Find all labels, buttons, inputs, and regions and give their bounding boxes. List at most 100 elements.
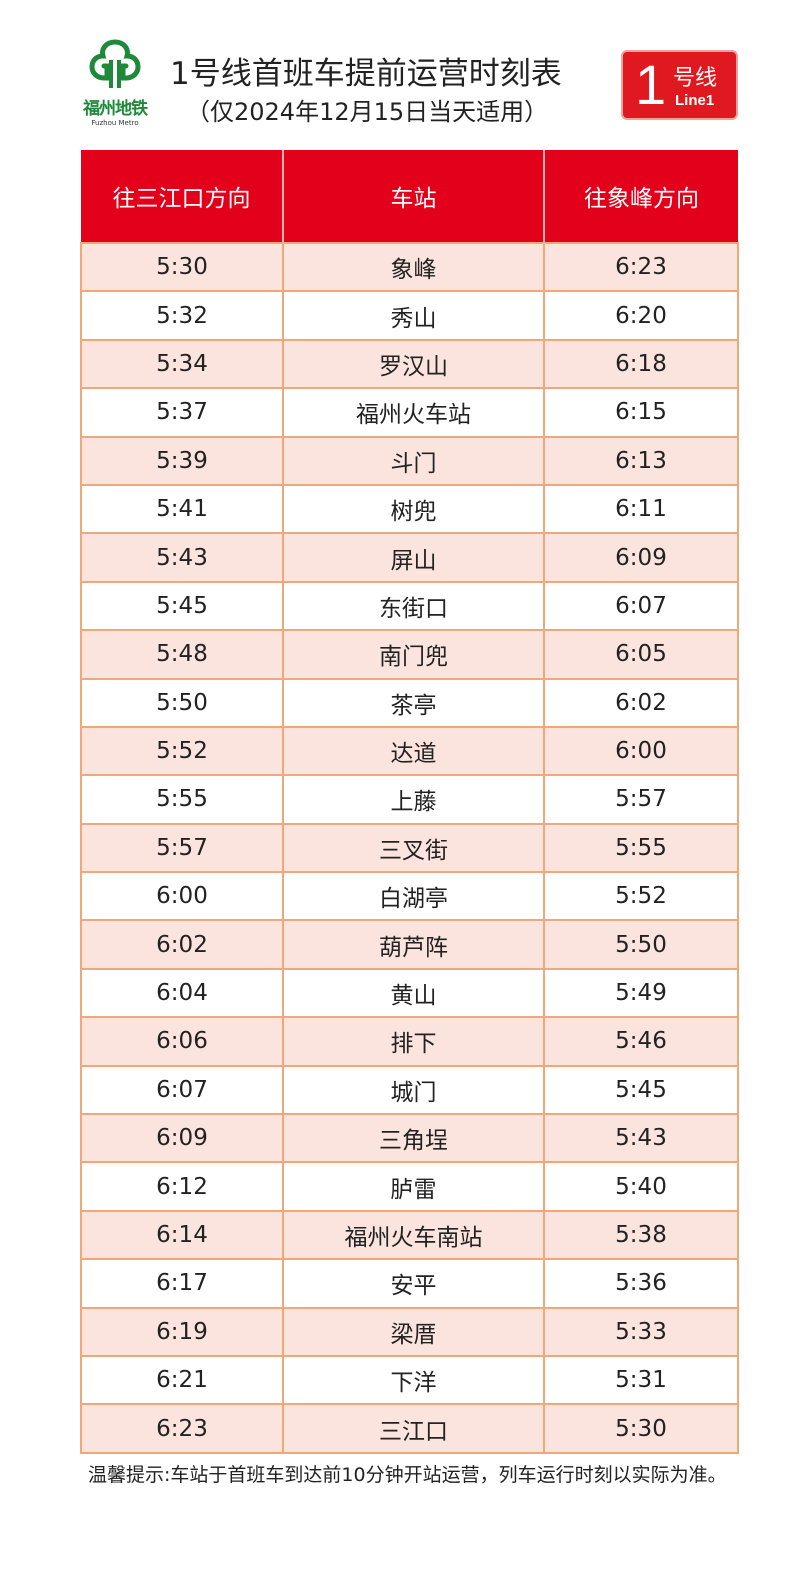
- table-row: 6:17 安平 5:36: [80, 1258, 739, 1309]
- station-name: 城门: [282, 1064, 545, 1116]
- time-to-xiangfeng: 6:23: [543, 241, 739, 293]
- table-row: 6:14 福州火车南站 5:38: [80, 1209, 739, 1261]
- time-to-xiangfeng: 5:30: [543, 1403, 739, 1454]
- station-name: 福州火车站: [282, 387, 545, 438]
- station-name: 三角埕: [282, 1113, 545, 1164]
- time-to-sanjiangkou: 5:32: [80, 290, 284, 341]
- table-row: 5:32 秀山 6:20: [80, 290, 739, 341]
- table-row: 5:55 上藤 5:57: [80, 774, 739, 825]
- station-name: 安平: [282, 1258, 545, 1309]
- station-name: 南门兜: [282, 629, 545, 680]
- table-row: 5:45 东街口 6:07: [80, 580, 739, 632]
- time-to-xiangfeng: 5:46: [543, 1016, 739, 1067]
- table-row: 5:37 福州火车站 6:15: [80, 387, 739, 438]
- time-to-xiangfeng: 6:11: [543, 483, 739, 535]
- table-row: 6:06 排下 5:46: [80, 1016, 739, 1067]
- table-row: 5:43 屏山 6:09: [80, 532, 739, 583]
- table-row: 6:21 下洋 5:31: [80, 1354, 739, 1406]
- time-to-sanjiangkou: 6:14: [80, 1209, 284, 1261]
- table-row: 6:02 葫芦阵 5:50: [80, 919, 739, 970]
- time-to-sanjiangkou: 5:37: [80, 387, 284, 438]
- time-to-xiangfeng: 6:15: [543, 387, 739, 438]
- time-to-xiangfeng: 5:43: [543, 1113, 739, 1164]
- table-row: 6:09 三角埕 5:43: [80, 1113, 739, 1164]
- time-to-sanjiangkou: 5:30: [80, 241, 284, 293]
- table-header: 往三江口方向 车站 往象峰方向: [81, 150, 738, 243]
- time-to-xiangfeng: 6:02: [543, 677, 739, 728]
- time-to-xiangfeng: 5:40: [543, 1161, 739, 1212]
- station-name: 屏山: [282, 532, 545, 583]
- time-to-sanjiangkou: 5:45: [80, 580, 284, 632]
- time-to-xiangfeng: 6:09: [543, 532, 739, 583]
- station-name: 黄山: [282, 967, 545, 1019]
- time-to-xiangfeng: 5:38: [543, 1209, 739, 1261]
- time-to-xiangfeng: 5:55: [543, 822, 739, 874]
- table-row: 6:23 三江口 5:30: [80, 1403, 739, 1454]
- station-name: 排下: [282, 1016, 545, 1067]
- table-row: 5:34 罗汉山 6:18: [80, 338, 739, 390]
- time-to-xiangfeng: 6:07: [543, 580, 739, 632]
- table-row: 5:30 象峰 6:23: [80, 241, 739, 293]
- table-row: 5:39 斗门 6:13: [80, 435, 739, 486]
- station-name: 茶亭: [282, 677, 545, 728]
- time-to-sanjiangkou: 6:19: [80, 1306, 284, 1357]
- station-name: 东街口: [282, 580, 545, 632]
- station-name: 三叉街: [282, 822, 545, 874]
- time-to-sanjiangkou: 5:34: [80, 338, 284, 390]
- time-to-sanjiangkou: 6:09: [80, 1113, 284, 1164]
- table-row: 5:50 茶亭 6:02: [80, 677, 739, 728]
- time-to-xiangfeng: 5:50: [543, 919, 739, 970]
- line-label-en: Line1: [675, 92, 715, 109]
- station-name: 达道: [282, 725, 545, 777]
- fuzhou-metro-logo: 福州地铁 Fuzhou Metro: [70, 38, 160, 133]
- time-to-sanjiangkou: 6:06: [80, 1016, 284, 1067]
- table-row: 6:07 城门 5:45: [80, 1064, 739, 1116]
- time-to-sanjiangkou: 5:57: [80, 822, 284, 874]
- notice-text: 温馨提示:车站于首班车到达前10分钟开站运营，列车运行时刻以实际为准。: [88, 1464, 727, 1486]
- station-name: 上藤: [282, 774, 545, 825]
- table-row: 5:41 树兜 6:11: [80, 483, 739, 535]
- line-badge: 1 号线 Line1: [621, 50, 738, 120]
- time-to-sanjiangkou: 6:04: [80, 967, 284, 1019]
- station-name: 象峰: [282, 241, 545, 293]
- station-name: 福州火车南站: [282, 1209, 545, 1261]
- time-to-xiangfeng: 5:45: [543, 1064, 739, 1116]
- station-name: 白湖亭: [282, 871, 545, 922]
- time-to-xiangfeng: 6:18: [543, 338, 739, 390]
- time-to-sanjiangkou: 6:07: [80, 1064, 284, 1116]
- table-row: 5:52 达道 6:00: [80, 725, 739, 777]
- station-name: 下洋: [282, 1354, 545, 1406]
- time-to-sanjiangkou: 6:21: [80, 1354, 284, 1406]
- time-to-sanjiangkou: 6:02: [80, 919, 284, 970]
- time-to-xiangfeng: 5:49: [543, 967, 739, 1019]
- page-subtitle: （仅2024年12月15日当天适用）: [186, 98, 549, 126]
- table-row: 6:12 胪雷 5:40: [80, 1161, 739, 1212]
- tree-logo-icon: [89, 39, 141, 88]
- time-to-sanjiangkou: 5:39: [80, 435, 284, 486]
- time-to-xiangfeng: 5:36: [543, 1258, 739, 1309]
- time-to-xiangfeng: 5:31: [543, 1354, 739, 1406]
- time-to-xiangfeng: 6:00: [543, 725, 739, 777]
- station-name: 三江口: [282, 1403, 545, 1454]
- station-name: 葫芦阵: [282, 919, 545, 970]
- time-to-xiangfeng: 5:52: [543, 871, 739, 922]
- page-title: 1号线首班车提前运营时刻表: [170, 56, 562, 92]
- header-station: 车站: [282, 150, 544, 243]
- time-to-sanjiangkou: 5:52: [80, 725, 284, 777]
- header-to-sanjiangkou: 往三江口方向: [81, 150, 283, 243]
- time-to-sanjiangkou: 6:17: [80, 1258, 284, 1309]
- table-row: 6:04 黄山 5:49: [80, 967, 739, 1019]
- station-name: 罗汉山: [282, 338, 545, 390]
- line-number: 1: [635, 53, 667, 116]
- time-to-sanjiangkou: 6:00: [80, 871, 284, 922]
- header-to-xiangfeng: 往象峰方向: [543, 150, 738, 243]
- station-name: 斗门: [282, 435, 545, 486]
- line-label-cn: 号线: [673, 66, 718, 91]
- time-to-sanjiangkou: 6:12: [80, 1161, 284, 1212]
- time-to-sanjiangkou: 6:23: [80, 1403, 284, 1454]
- time-to-xiangfeng: 6:13: [543, 435, 739, 486]
- station-name: 树兜: [282, 483, 545, 535]
- time-to-xiangfeng: 6:05: [543, 629, 739, 680]
- time-to-sanjiangkou: 5:41: [80, 483, 284, 535]
- table-row: 5:57 三叉街 5:55: [80, 822, 739, 874]
